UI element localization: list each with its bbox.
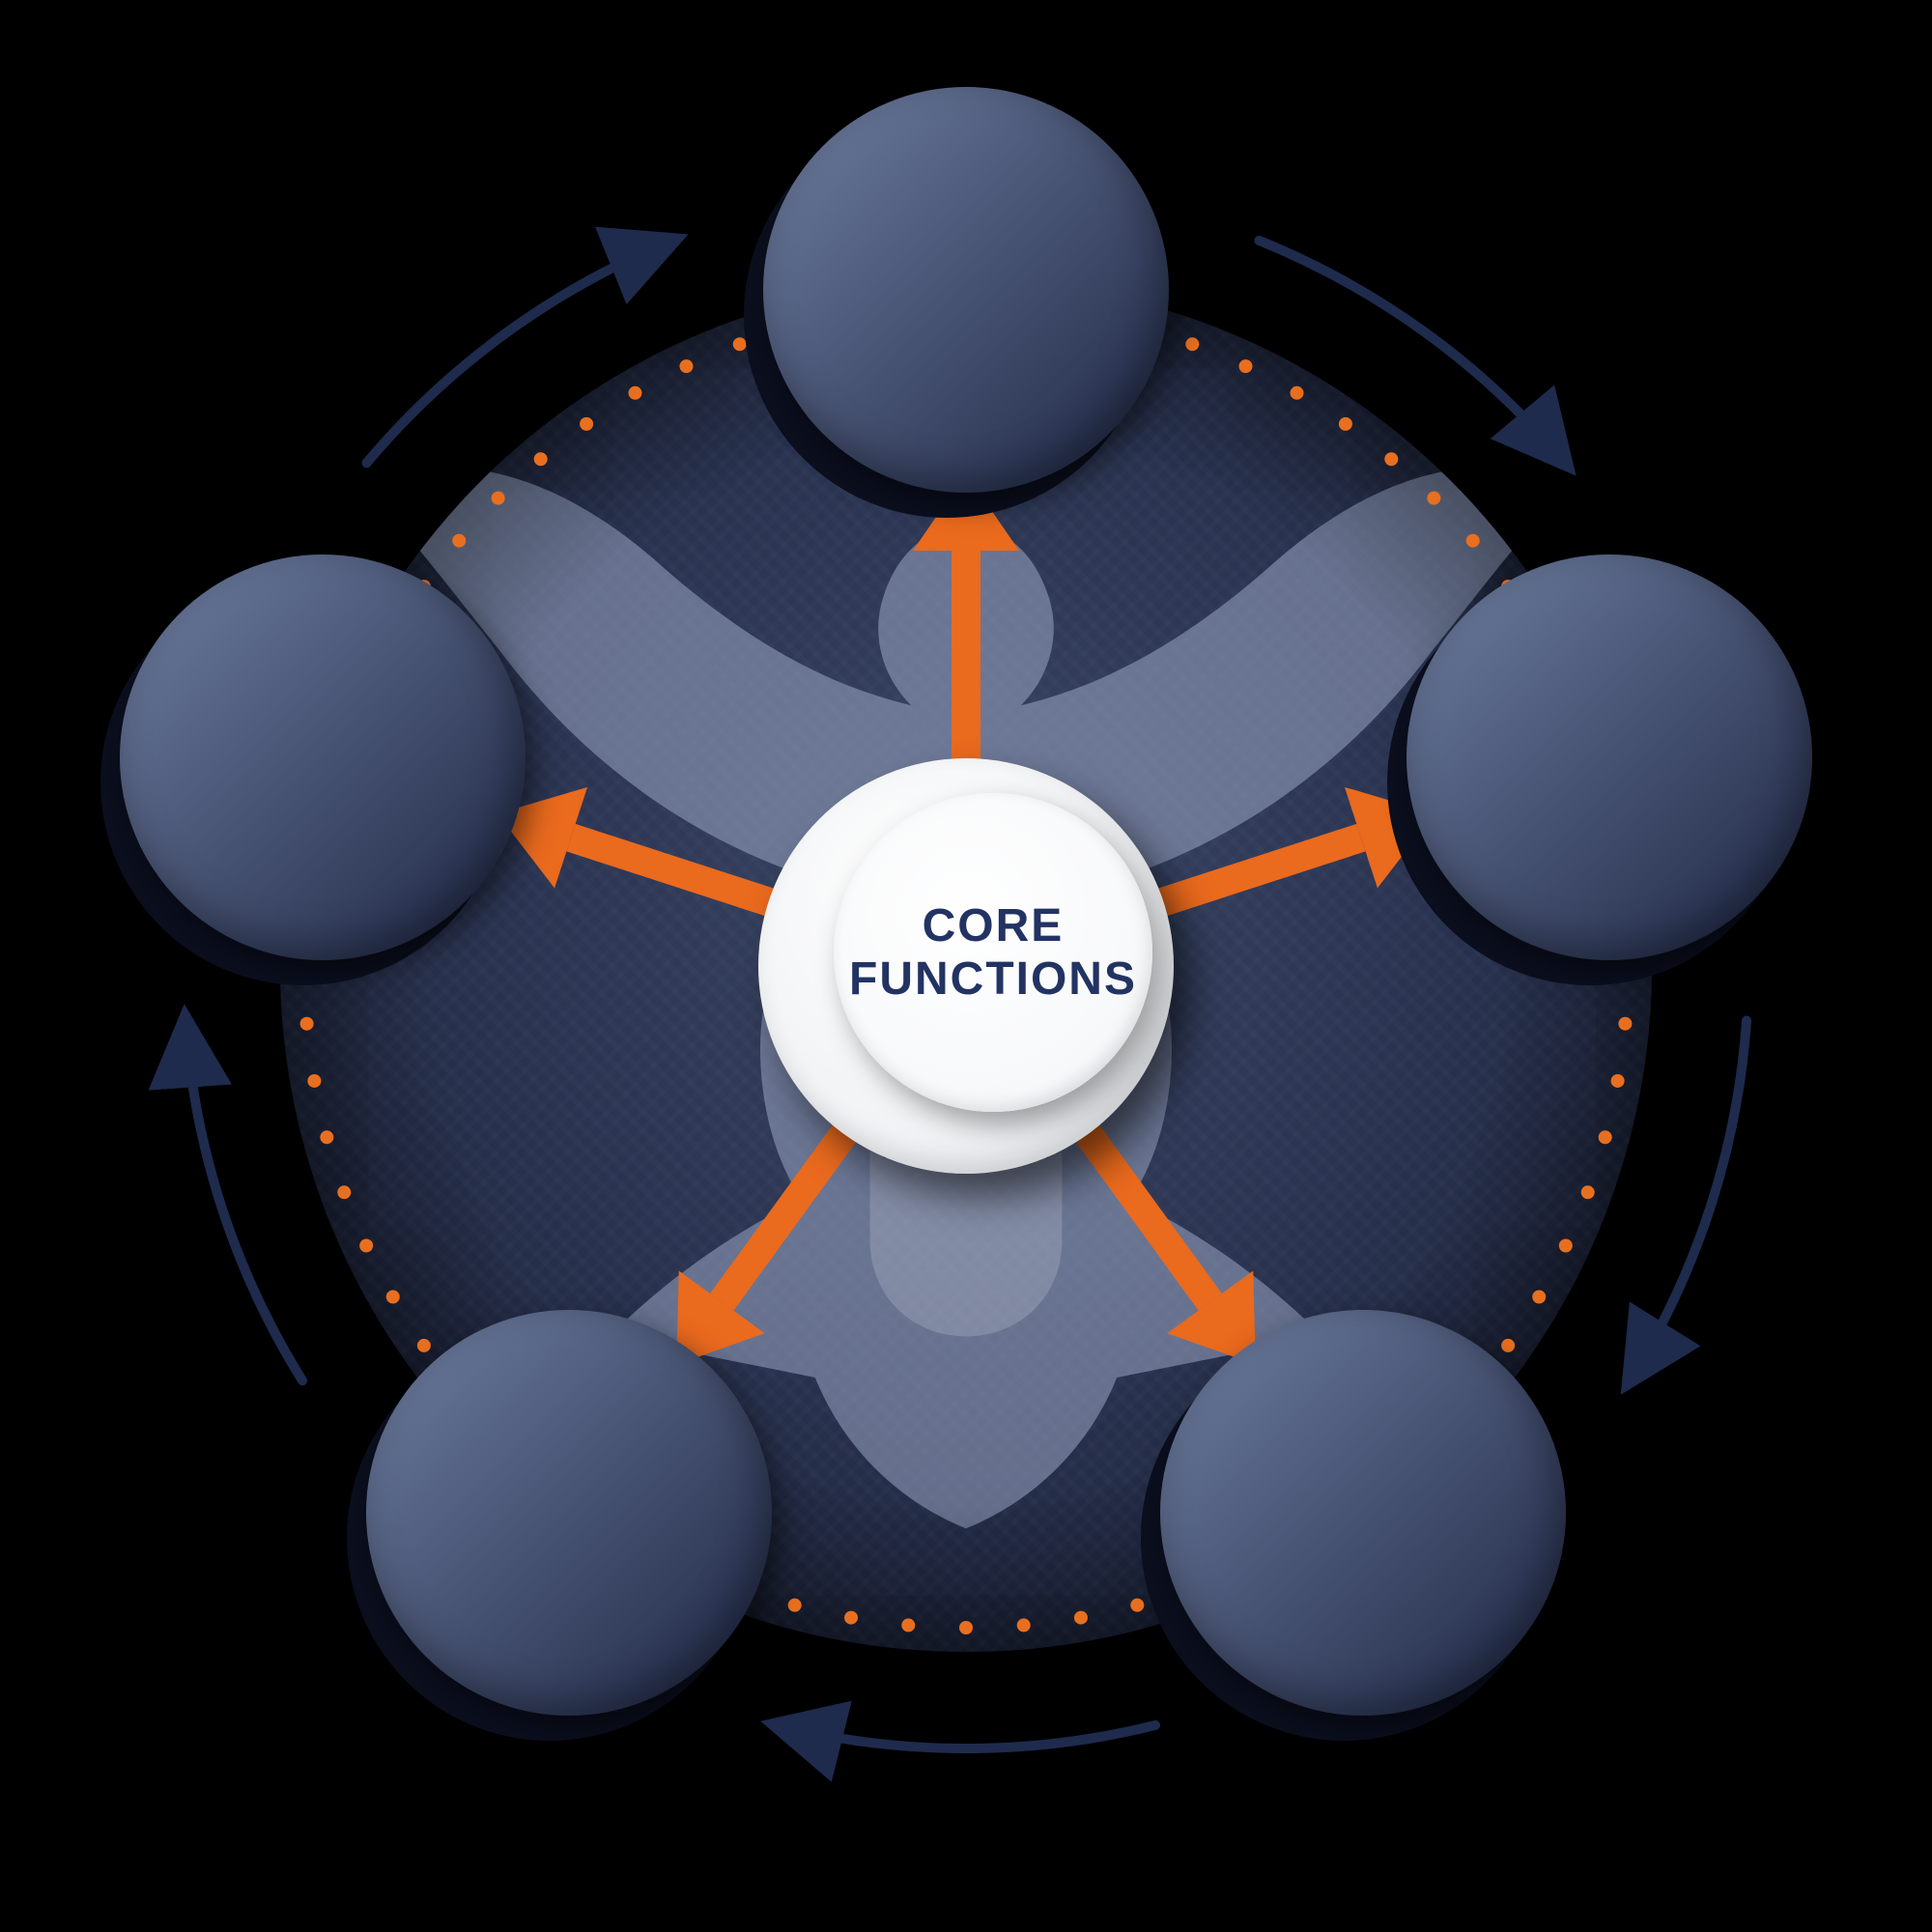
dotted-ring-dot — [1466, 534, 1480, 548]
dotted-ring-dot — [337, 1185, 351, 1199]
outer-arc-segment — [1259, 241, 1565, 463]
dotted-ring-dot — [1384, 452, 1398, 466]
hub-label: CORE FUNCTIONS — [849, 899, 1137, 1006]
outer-arc-segment — [777, 1725, 1155, 1748]
hub: CORE FUNCTIONS — [758, 758, 1174, 1174]
dotted-ring-dot — [1017, 1618, 1031, 1632]
dotted-ring-dot — [307, 1074, 321, 1088]
dotted-ring-dot — [680, 359, 694, 373]
peripheral-node — [366, 1310, 772, 1716]
peripheral-node — [120, 554, 526, 960]
dotted-ring-dot — [359, 1238, 373, 1252]
dotted-ring-dot — [1339, 417, 1352, 431]
spoke-shaft — [566, 824, 778, 918]
dotted-ring-dot — [1581, 1185, 1595, 1199]
dotted-ring-dot — [1427, 492, 1440, 505]
peripheral-node — [763, 87, 1169, 493]
dotted-ring-dot — [1599, 1130, 1612, 1144]
node-face — [1406, 554, 1812, 960]
outer-arc-segment — [185, 1021, 302, 1381]
hub-inner-disc: CORE FUNCTIONS — [834, 793, 1152, 1112]
dotted-ring-dot — [1130, 1599, 1144, 1612]
dotted-ring-dot — [1611, 1074, 1625, 1088]
peripheral-node — [1160, 1310, 1566, 1716]
dotted-ring-dot — [788, 1599, 802, 1612]
peripheral-node — [1406, 554, 1812, 960]
dotted-ring-dot — [901, 1618, 915, 1632]
dotted-ring-dot — [300, 1017, 314, 1031]
dotted-ring-dot — [959, 1621, 973, 1634]
dotted-ring-dot — [629, 386, 642, 400]
spoke-shaft — [952, 551, 980, 763]
dotted-ring-dot — [492, 492, 505, 505]
dotted-ring-dot — [1074, 1611, 1088, 1625]
dotted-ring-dot — [580, 417, 593, 431]
dotted-ring-dot — [1532, 1291, 1546, 1304]
dotted-ring-dot — [1238, 359, 1252, 373]
node-face — [366, 1310, 772, 1716]
diagram-stage: CORE FUNCTIONS — [0, 0, 1932, 1932]
outer-arc-segment — [1630, 1021, 1747, 1381]
dotted-ring-dot — [1185, 337, 1199, 351]
dotted-ring-dot — [844, 1611, 858, 1625]
dotted-ring-dot — [1618, 1017, 1632, 1031]
node-face — [763, 87, 1169, 493]
dotted-ring-dot — [1291, 386, 1304, 400]
dotted-ring-dot — [1501, 1339, 1515, 1352]
spoke-shaft — [1154, 824, 1366, 918]
dotted-ring-dot — [320, 1130, 333, 1144]
dotted-ring-dot — [417, 1339, 431, 1352]
dotted-ring-dot — [452, 534, 466, 548]
dotted-ring-dot — [1559, 1238, 1573, 1252]
dotted-ring-dot — [534, 452, 548, 466]
node-face — [120, 554, 526, 960]
outer-arc-segment — [367, 241, 673, 463]
dotted-ring-dot — [386, 1291, 400, 1304]
node-face — [1160, 1310, 1566, 1716]
